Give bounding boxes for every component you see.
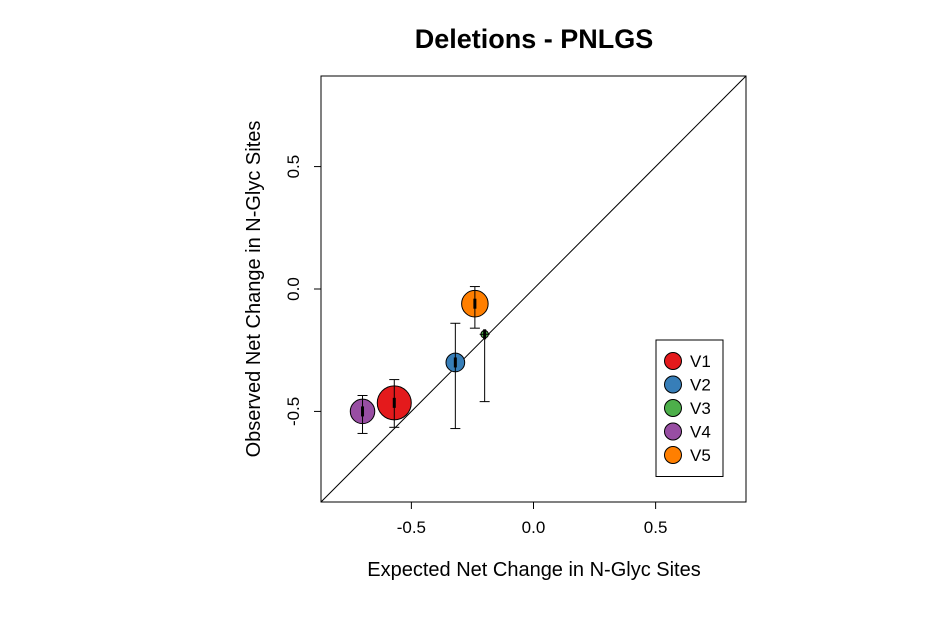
point-center-mark-v3	[483, 329, 487, 340]
chart-title: Deletions - PNLGS	[415, 24, 654, 54]
point-center-mark-v2	[453, 357, 457, 368]
plot-area: -0.5 0.0 0.5 -0.5 0.0 0.5 V1 V2 V3 V4 V5	[284, 75, 747, 537]
legend-label-v5: V5	[690, 446, 711, 465]
identity-line	[320, 75, 747, 503]
point-center-mark-v1	[392, 397, 396, 408]
legend-label-v4: V4	[690, 423, 711, 442]
point-center-mark-v5	[473, 298, 477, 309]
y-axis-label: Observed Net Change in N-Glyc Sites	[243, 121, 265, 458]
legend-swatch-v1	[664, 352, 682, 370]
legend-label-v2: V2	[690, 376, 711, 395]
y-tick-label: -0.5	[284, 397, 303, 426]
legend-label-v1: V1	[690, 352, 711, 371]
y-tick-label: 0.0	[284, 277, 303, 301]
x-axis-label: Expected Net Change in N-Glyc Sites	[367, 559, 701, 581]
y-tick-label: 0.5	[284, 155, 303, 179]
legend-swatch-v3	[664, 399, 682, 417]
legend-swatch-v2	[664, 375, 682, 394]
legend-label-v3: V3	[690, 399, 711, 418]
point-center-mark-v4	[361, 406, 365, 417]
legend-swatch-v5	[664, 446, 682, 464]
x-tick-label: -0.5	[397, 518, 426, 537]
legend-swatch-v4	[664, 422, 682, 441]
x-tick-label: 0.5	[644, 518, 668, 537]
x-tick-label: 0.0	[522, 518, 546, 537]
